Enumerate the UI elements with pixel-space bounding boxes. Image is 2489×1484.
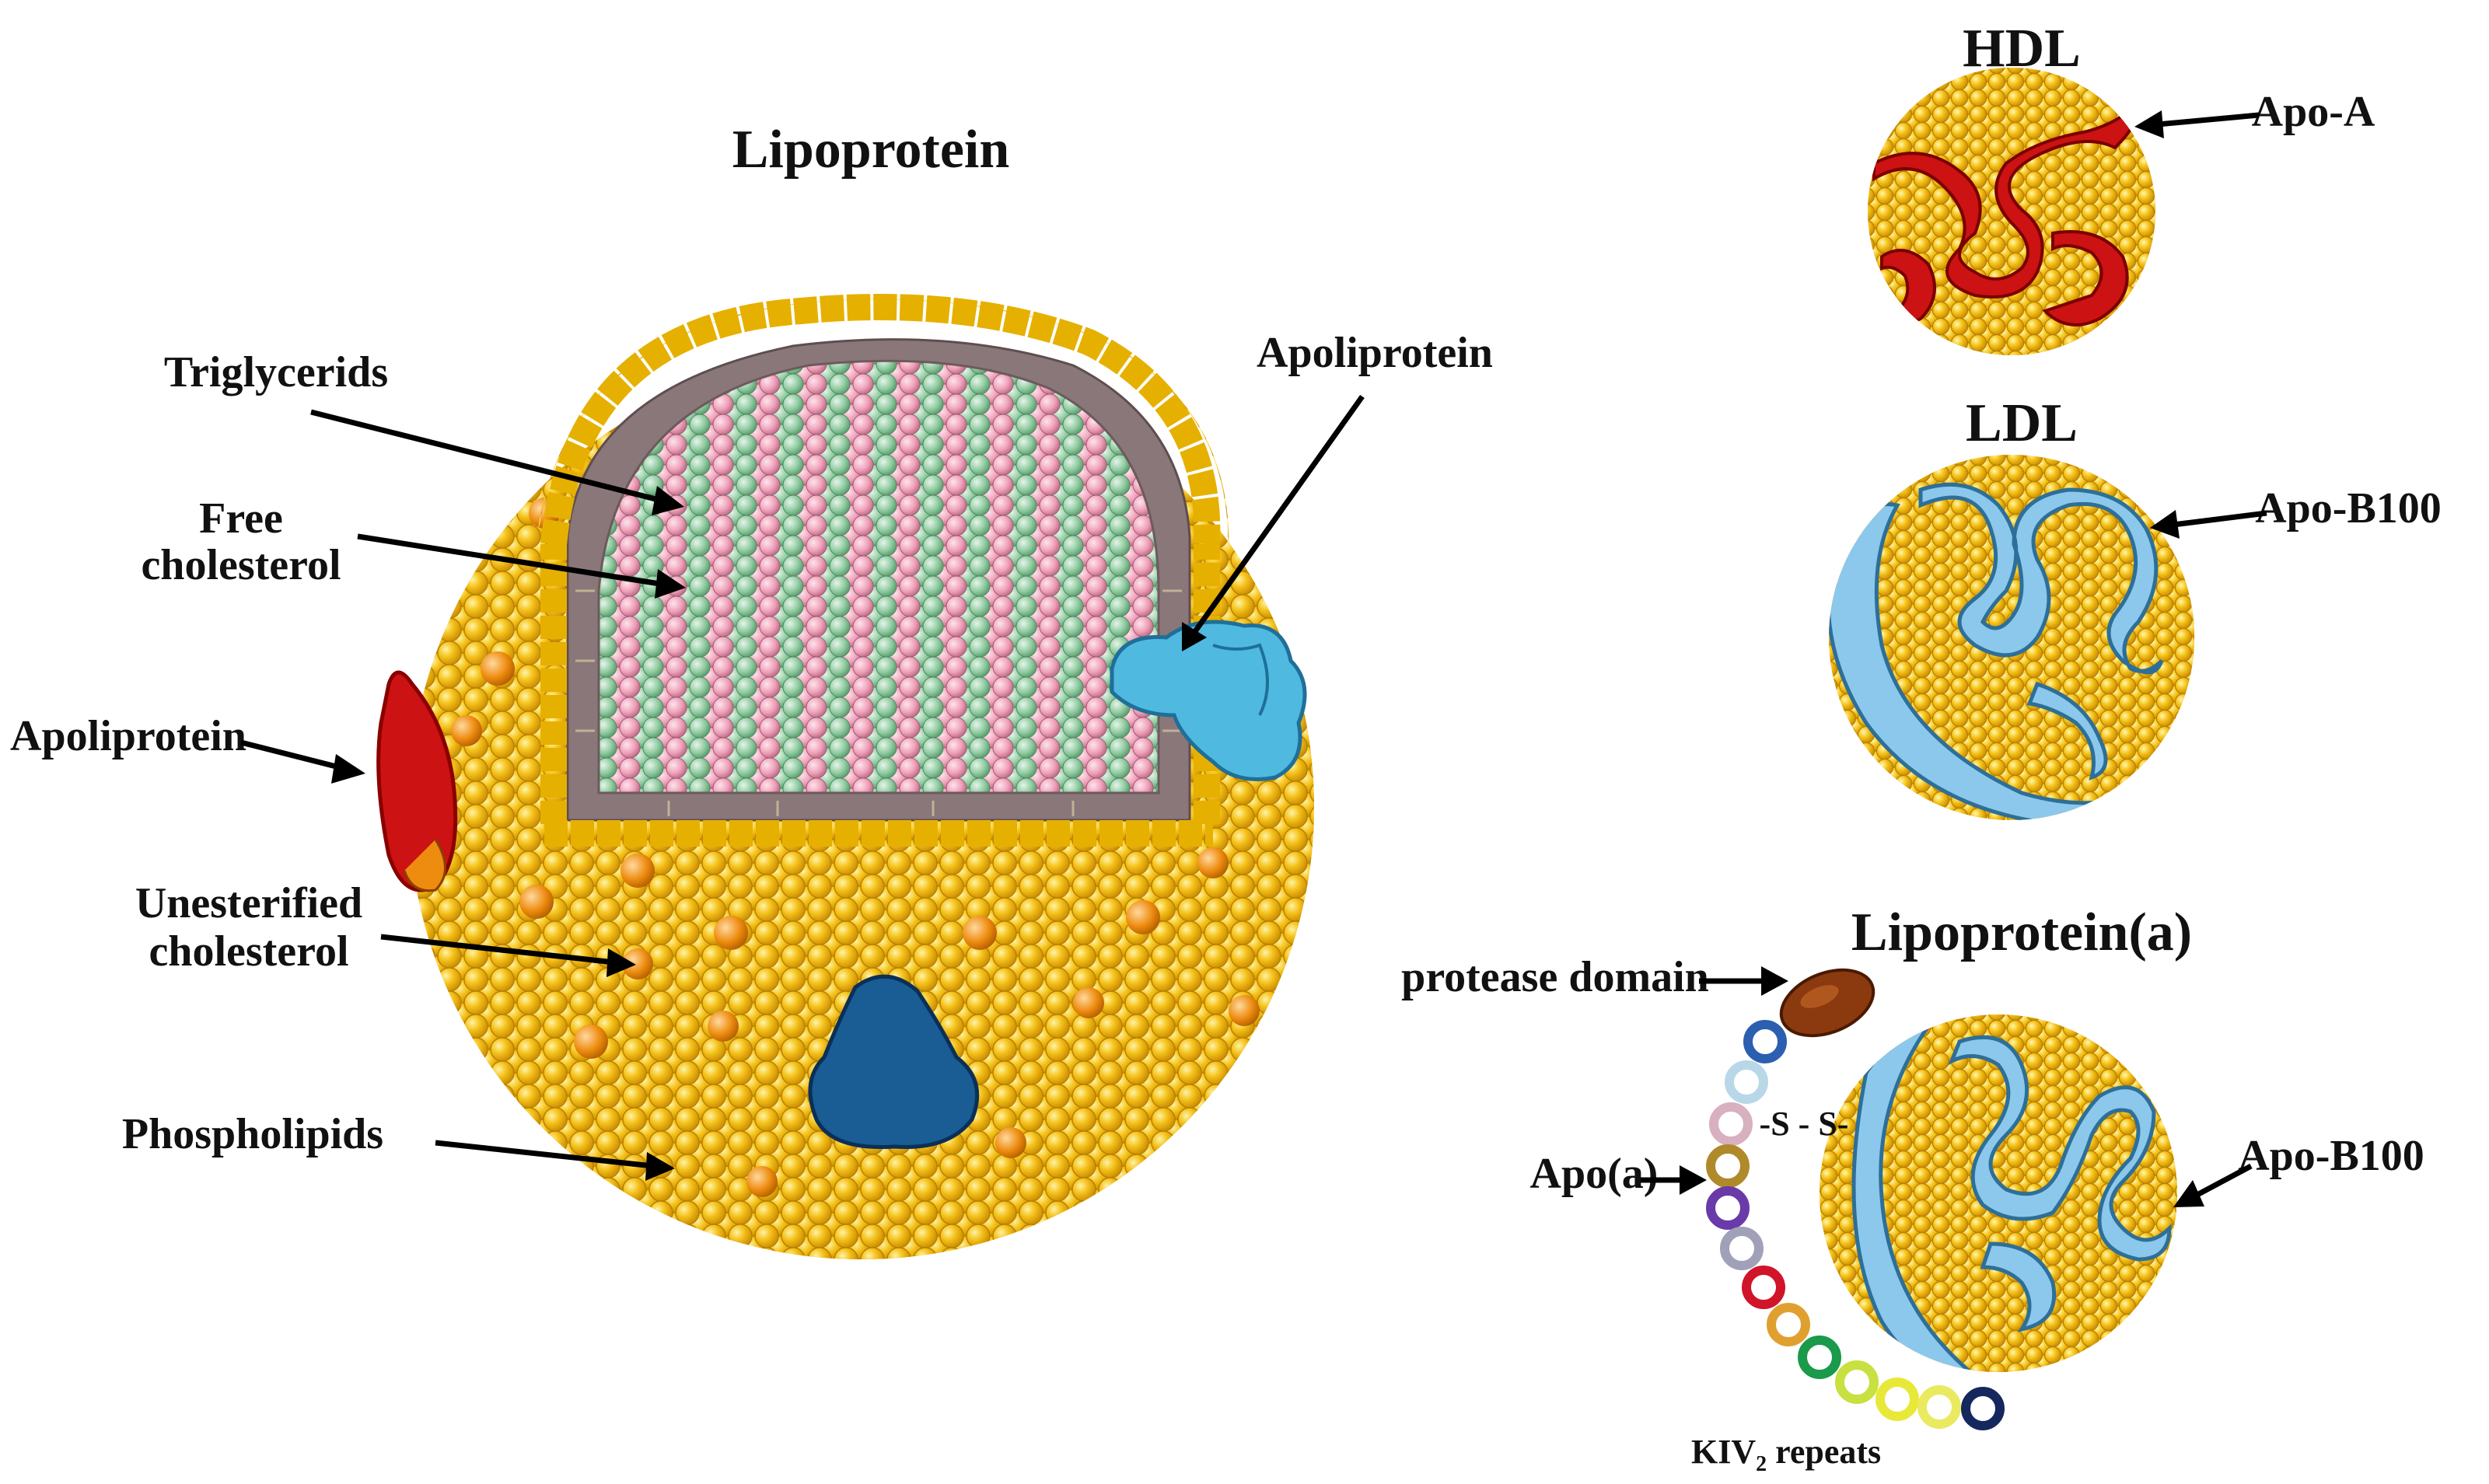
lpa-particle	[1820, 1014, 2177, 1372]
label-apoliprotein-right: Apoliprotein	[1257, 329, 1493, 377]
kringle-ring	[1835, 1360, 1879, 1404]
arrow-apo-a	[2157, 112, 2260, 127]
arrowhead-apoliprotein-left	[331, 754, 365, 784]
arrowhead-protease	[1761, 966, 1788, 996]
main-lipoprotein-particle	[376, 294, 1314, 1259]
arrow-unesterified	[380, 934, 615, 965]
arrowhead-phospholipids	[645, 1152, 675, 1181]
arrow-apoliprotein-right	[1191, 394, 1365, 636]
hdl-particle	[1868, 68, 2155, 355]
label-triglycerids: Triglycerids	[164, 348, 388, 396]
kringle-ring	[1767, 1303, 1810, 1346]
arrowhead-triglycerids	[652, 486, 684, 515]
arrow-phospholipids	[435, 1140, 654, 1169]
protease-domain-highlight	[1800, 985, 1839, 1008]
kringle-ring	[1743, 1020, 1787, 1063]
ldl-title: LDL	[1966, 393, 2078, 453]
kringle-ring	[1798, 1336, 1841, 1379]
hdl-apo-a-label: Apo-A	[2252, 88, 2375, 136]
protease-domain-label: protease domain	[1401, 953, 1709, 1001]
arrow-ldl-apo-b100	[2173, 510, 2267, 528]
apoliprotein-left-red	[376, 670, 458, 892]
core-triglyceride-cholesterol	[597, 359, 1160, 794]
apoliprotein-left-orange	[403, 839, 446, 892]
apo-a-label: Apo(a)	[1530, 1150, 1659, 1198]
arrowhead-apo-a-chain	[1680, 1165, 1707, 1195]
arrowhead-ldl-apo-b100	[2150, 510, 2180, 539]
arrowhead-unesterified	[607, 948, 636, 977]
kringle-ring	[1720, 1227, 1764, 1270]
apo-a-kringle-chain	[1706, 1020, 2005, 1430]
kiv-text: KIV	[1691, 1433, 1756, 1471]
label-unesterified-2: cholesterol	[149, 927, 348, 976]
arrow-lpa-apo-b100	[2191, 1163, 2253, 1200]
kringle-ring	[1706, 1186, 1750, 1230]
disulfide-label: -S - S-	[1760, 1105, 1849, 1143]
arrowhead-apoliprotein-right	[1182, 622, 1207, 651]
arrow-free-cholesterol	[357, 533, 666, 588]
ldl-apo-b100-label: Apo-B100	[2255, 484, 2442, 532]
ldl-apo-b100-tail	[2026, 681, 2108, 780]
main-title: Lipoprotein	[732, 120, 1010, 180]
kiv-subscript: 2	[1756, 1452, 1767, 1476]
arrow-apoliprotein-left	[240, 739, 343, 771]
label-free-cholesterol-2: cholesterol	[141, 541, 341, 589]
arrowhead-apo-a	[2134, 110, 2164, 138]
apoliprotein-light-blue-detail	[1212, 643, 1269, 716]
kringle-ring	[1875, 1378, 1919, 1421]
ldl-particle	[1829, 455, 2194, 820]
kringle-ring	[1742, 1266, 1785, 1309]
kiv-suffix: repeats	[1767, 1433, 1881, 1471]
lpa-apo-b100-coil	[1948, 1035, 2172, 1262]
kringle-ring	[1709, 1102, 1753, 1146]
lpa-title: Lipoprotein(a)	[1851, 903, 2192, 962]
label-free-cholesterol-1: Free	[199, 494, 283, 543]
kringle-ring	[1706, 1144, 1750, 1188]
lipid-tails	[575, 589, 1182, 816]
arrow-triglycerids	[310, 409, 666, 505]
hdl-apo-a-ribbon-2	[2042, 230, 2129, 326]
kringle-ring	[1725, 1060, 1768, 1104]
label-apoliprotein-left: Apoliprotein	[10, 712, 246, 760]
lpa-apo-b100-label: Apo-B100	[2238, 1132, 2424, 1180]
label-unesterified-1: Unesterified	[135, 879, 362, 927]
kiv-repeats-label: KIV2 repeats	[1691, 1433, 1881, 1476]
arrowhead-free-cholesterol	[655, 569, 686, 599]
phospholipid-rim-arc	[540, 294, 1221, 546]
label-phospholipids: Phospholipids	[122, 1110, 383, 1158]
arrowhead-lpa-apo-b100	[2173, 1180, 2204, 1207]
kringle-ring	[1961, 1387, 2005, 1430]
ldl-apo-b100-coil	[1918, 482, 2164, 675]
kringle-ring	[1917, 1385, 1961, 1429]
lpa-apo-b100-tail	[1980, 1241, 2057, 1332]
apoliprotein-dark-blue	[808, 974, 980, 1150]
